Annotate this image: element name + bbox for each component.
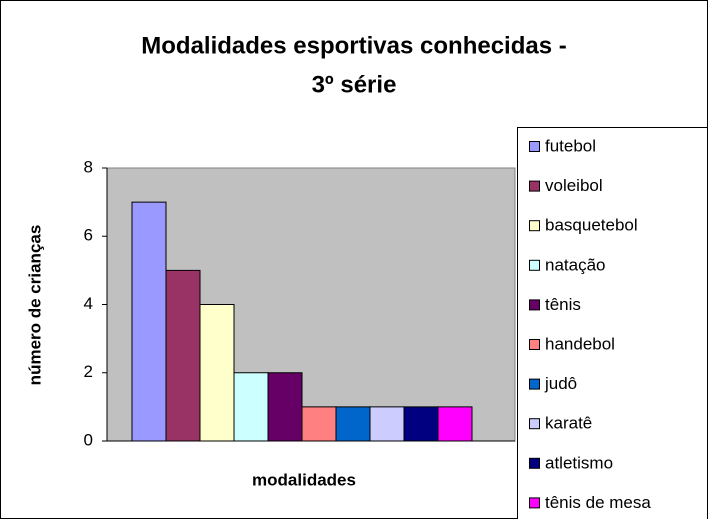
chart-title: Modalidades esportivas conhecidas - [141,32,566,59]
legend-swatch [529,339,540,350]
y-tick-label: 4 [84,294,93,313]
bar [267,372,303,442]
legend-swatch [529,180,540,192]
legend-label: tênis de mesa [545,493,651,512]
y-tick-label: 6 [84,226,93,245]
bar [403,406,439,442]
y-tick-label: 2 [84,362,93,381]
bar [369,406,405,442]
legend-swatch [529,220,540,232]
legend-label: karatê [545,414,592,433]
bar [335,406,371,442]
legend-swatch [529,418,540,430]
legend-swatch [529,141,540,152]
legend-swatch [529,378,540,390]
legend-label: voleibol [545,176,603,195]
legend-label: futebol [545,136,596,155]
legend-label: basquetebol [545,216,638,235]
legend [517,127,708,519]
bar [131,201,167,442]
legend-swatch [529,457,540,469]
bar [199,304,235,442]
legend-label: atletismo [545,453,613,472]
chart-title: 3º série [312,71,397,98]
legend-label: tênis [545,295,581,314]
legend-label: natação [545,255,606,274]
bar [437,406,473,442]
legend-swatch [529,299,540,311]
legend-label: judô [544,374,577,393]
bar [165,269,201,442]
legend-swatch [529,259,540,271]
x-axis-label: modalidades [252,470,356,489]
y-tick-label: 8 [84,157,93,176]
bar [233,372,269,442]
legend-swatch [529,497,540,509]
bar [301,406,337,442]
y-tick-label: 0 [84,430,93,449]
y-axis-label: número de crianças [25,225,44,386]
legend-label: handebol [545,334,615,353]
